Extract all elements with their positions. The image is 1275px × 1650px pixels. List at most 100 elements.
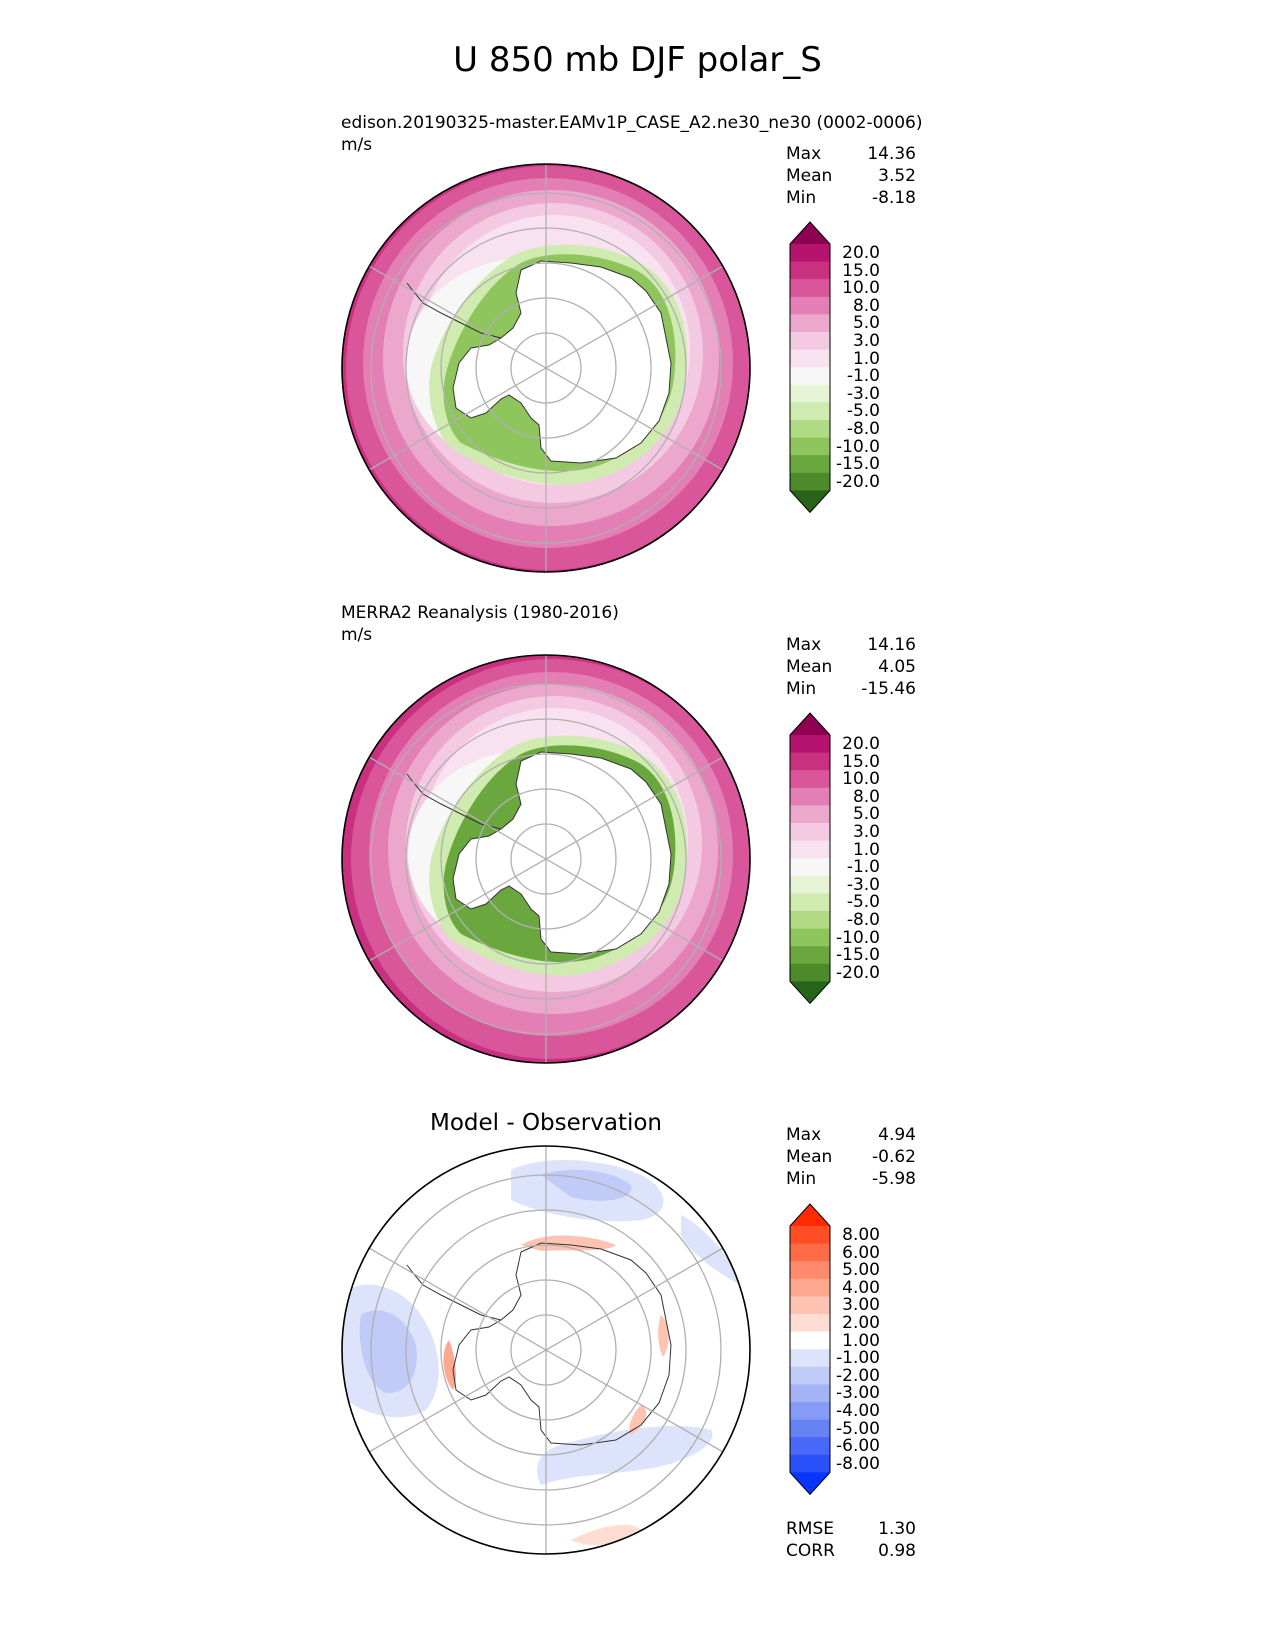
colorbar-segment [790,805,830,824]
colorbar-extend-min [790,981,830,1004]
cb-tick: -5.0 [846,401,880,422]
cb-tick: -4.00 [836,1400,880,1421]
colorbar-segment [790,455,830,474]
cb-tick: -8.00 [836,1453,880,1474]
colorbar-segment [790,349,830,368]
colorbar-segment [790,402,830,421]
colorbar-segment [790,893,830,912]
colorbar-segment [790,367,830,386]
stat-value: -15.46 [861,679,916,699]
cb-tick: 10.0 [842,278,880,299]
map-boundary [341,163,751,573]
colorbar-segment [790,840,830,859]
stat-value: 4.94 [878,1125,916,1145]
colorbar-outline [789,221,831,514]
colorbar-segment [790,1419,830,1438]
cb-tick: 3.00 [842,1295,880,1316]
stat-value: -8.18 [872,188,916,208]
colorbar-segment [790,1402,830,1421]
colorbar-segment [790,472,830,491]
cb-tick: 4.00 [842,1277,880,1298]
stat-label: Mean [786,166,833,186]
positive-anomaly [629,1405,647,1435]
test-subtitle: edison.20190325-master.EAMv1P_CASE_A2.ne… [341,113,923,133]
cb-tick: -1.0 [846,857,880,878]
colorbar-segment [790,1261,830,1280]
stat-label: Max [786,1125,822,1145]
colorbar-segment [790,1349,830,1368]
stat-value: 14.36 [867,144,916,164]
colorbar-extend-max [790,713,830,735]
negative-anomaly [541,1169,632,1201]
cb-tick: 20.0 [842,243,880,263]
colorbar-segment [790,752,830,771]
cb-tick: -5.00 [836,1418,880,1439]
ref-units: m/s [341,625,373,645]
colorbar-outline [789,1203,831,1496]
colorbar-segment [790,384,830,403]
cb-tick: -15.0 [836,945,880,966]
ref-subtitle: MERRA2 Reanalysis (1980-2016) [341,603,619,623]
antarctica-coastline [452,751,672,955]
test-polar-map [341,163,751,573]
colorbar-segment [790,244,830,263]
cb-tick: 1.0 [852,839,880,860]
cb-tick: -8.0 [846,418,880,439]
cb-tick: 3.0 [852,821,880,842]
cb-tick: -15.0 [836,454,880,475]
colorbar-segment [790,1454,830,1473]
field-colorbar [789,712,831,1005]
colorbar-segment [790,928,830,947]
colorbar-extend-max [790,1204,830,1226]
colorbar-segment [790,823,830,842]
diff-stats: Max 4.94 Mean -0.62 Min -5.98 [786,1124,916,1190]
cb-tick: 1.00 [842,1330,880,1351]
colorbar-segment [790,332,830,351]
stat-label: Min [786,188,817,208]
colorbar-segment [790,1331,830,1350]
colorbar-segment [790,279,830,298]
metric-label: CORR [786,1541,835,1561]
field-colorbar-labels-2: 20.0 15.0 10.0 8.0 5.0 3.0 1.0 -1.0 -3.0 -5.0… [828,735,880,982]
stat-value: 3.52 [878,166,916,186]
cb-tick: 15.0 [842,751,880,772]
stat-label: Max [786,144,822,164]
colorbar-segment [790,1296,830,1315]
stat-value: -0.62 [872,1147,916,1167]
metric-value: 0.98 [878,1541,916,1561]
colorbar-segment [790,946,830,965]
antarctica-coastline [452,260,672,464]
graticule [368,1146,724,1554]
negative-anomaly [537,1425,713,1485]
colorbar-segment [790,963,830,982]
graticule [368,655,724,1063]
stat-label: Max [786,635,822,655]
diff-colorbar-labels: 8.00 6.00 5.00 4.00 3.00 2.00 1.00 -1.00 -2.… [828,1225,880,1474]
colorbar-segment [790,1278,830,1297]
field-colorbar [789,221,831,514]
colorbar-segment [790,1384,830,1403]
colorbar-segment [790,420,830,439]
cb-tick: -8.0 [846,909,880,930]
colorbar-extend-max [790,222,830,244]
graticule [368,164,724,572]
colorbar-segment [790,858,830,877]
map-boundary [341,654,751,1064]
stat-label: Min [786,1169,817,1189]
metric-value: 1.30 [878,1519,916,1539]
positive-anomaly [443,1340,456,1390]
cb-tick: -3.0 [846,383,880,404]
cb-tick: 3.0 [852,330,880,351]
field-colorbar-labels-1: 20.0 15.0 10.0 8.0 5.0 3.0 1.0 -1.0 -3.0 -5.0… [828,243,880,491]
negative-anomaly [359,1310,417,1394]
colorbar-extend-min [790,1472,830,1495]
diff-metrics: RMSE 1.30 CORR 0.98 [786,1518,916,1562]
colorbar-segment [790,437,830,456]
colorbar-segment [790,875,830,894]
colorbar-segment [790,314,830,333]
colorbar-outline [789,712,831,1005]
colorbar-segment [790,787,830,806]
cb-tick: 8.00 [842,1225,880,1245]
antarctica-coastline [452,1242,672,1446]
test-stats: Max 14.36 Mean 3.52 Min -8.18 [786,143,916,209]
